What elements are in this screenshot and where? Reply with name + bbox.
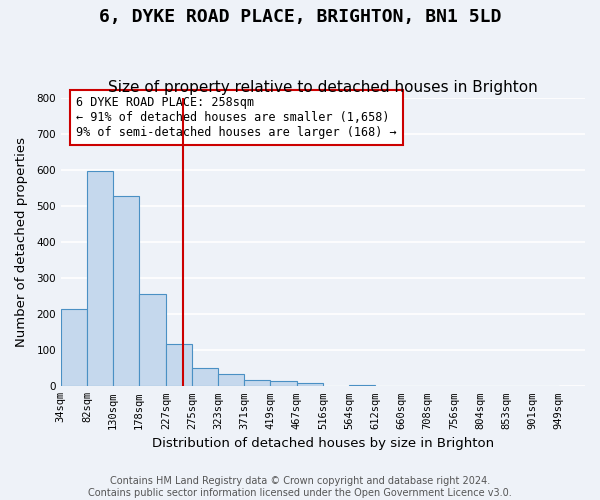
Bar	[244, 380, 271, 386]
Text: 6, DYKE ROAD PLACE, BRIGHTON, BN1 5LD: 6, DYKE ROAD PLACE, BRIGHTON, BN1 5LD	[99, 8, 501, 26]
Y-axis label: Number of detached properties: Number of detached properties	[15, 137, 28, 347]
Text: Contains HM Land Registry data © Crown copyright and database right 2024.
Contai: Contains HM Land Registry data © Crown c…	[88, 476, 512, 498]
Bar	[218, 374, 244, 386]
Bar	[61, 309, 87, 386]
Bar	[87, 171, 113, 386]
Bar	[349, 384, 376, 386]
Bar	[113, 196, 139, 386]
Bar	[296, 382, 323, 386]
Bar	[166, 344, 192, 387]
Text: 6 DYKE ROAD PLACE: 258sqm
← 91% of detached houses are smaller (1,658)
9% of sem: 6 DYKE ROAD PLACE: 258sqm ← 91% of detac…	[76, 96, 397, 140]
X-axis label: Distribution of detached houses by size in Brighton: Distribution of detached houses by size …	[152, 437, 494, 450]
Bar	[271, 381, 296, 386]
Bar	[139, 294, 166, 386]
Title: Size of property relative to detached houses in Brighton: Size of property relative to detached ho…	[108, 80, 538, 96]
Bar	[192, 368, 218, 386]
